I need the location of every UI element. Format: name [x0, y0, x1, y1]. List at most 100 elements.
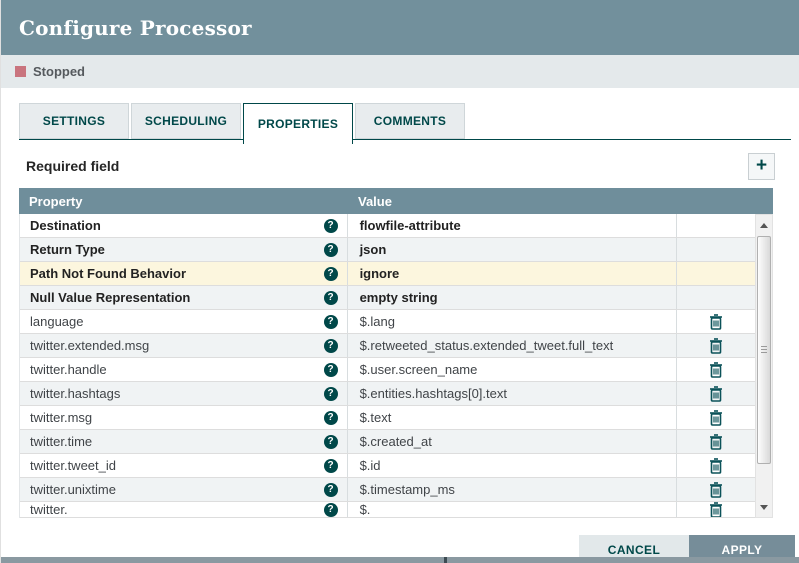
add-property-button[interactable]: +: [748, 152, 775, 180]
property-cell: twitter.hashtags ?: [20, 382, 347, 405]
property-cell-label: twitter.unixtime: [30, 482, 116, 497]
delete-row-button[interactable]: [709, 409, 723, 426]
help-icon[interactable]: ?: [323, 482, 338, 497]
background-page-edge: [1, 557, 799, 563]
value-cell[interactable]: $.timestamp_ms: [346, 478, 677, 501]
value-cell[interactable]: $.id: [346, 454, 677, 477]
dialog-titlebar: Configure Processor: [1, 0, 799, 55]
value-cell[interactable]: empty string: [346, 286, 677, 309]
delete-row-button[interactable]: [709, 385, 723, 402]
table-row: twitter.extended.msg ? $.retweeted_statu…: [20, 334, 755, 358]
property-cell-label: twitter.tweet_id: [30, 458, 116, 473]
value-cell-label: $.created_at: [359, 434, 432, 449]
help-icon[interactable]: ?: [323, 386, 338, 401]
row-action-cell: [676, 310, 755, 333]
value-cell-label: empty string: [359, 290, 438, 305]
tab-properties[interactable]: PROPERTIES: [243, 103, 353, 144]
help-icon[interactable]: ?: [323, 434, 338, 449]
table-body: Destination ? flowfile-attribute Return …: [19, 214, 773, 518]
row-action-cell: [676, 430, 755, 453]
value-cell-label: $.timestamp_ms: [359, 482, 455, 497]
row-action-cell: [676, 502, 755, 517]
scrollbar-thumb[interactable]: [757, 236, 771, 464]
value-cell[interactable]: $.: [346, 502, 677, 517]
value-cell-label: json: [359, 242, 387, 257]
value-cell[interactable]: $.entities.hashtags[0].text: [346, 382, 677, 405]
property-cell: twitter.time ?: [20, 430, 347, 453]
dialog-title: Configure Processor: [19, 15, 252, 40]
table-row: twitter.unixtime ? $.timestamp_ms: [20, 478, 755, 502]
row-action-cell: [676, 286, 755, 309]
delete-row-button[interactable]: [709, 313, 723, 330]
table-row: language ? $.lang: [20, 310, 755, 334]
property-cell-label: language: [30, 314, 84, 329]
stopped-status-icon: [15, 66, 26, 77]
statusbar: Stopped: [1, 55, 799, 88]
value-cell[interactable]: ignore: [346, 262, 677, 285]
property-cell-label: twitter.: [30, 502, 68, 517]
table-row: twitter.tweet_id ? $.id: [20, 454, 755, 478]
tab-scheduling[interactable]: SCHEDULING: [131, 103, 241, 139]
property-cell: Return Type ?: [20, 238, 347, 261]
table-row: twitter.msg ? $.text: [20, 406, 755, 430]
value-cell[interactable]: $.lang: [346, 310, 677, 333]
value-cell[interactable]: json: [346, 238, 677, 261]
tab-label: SETTINGS: [42, 114, 106, 128]
tab-label: PROPERTIES: [257, 117, 339, 131]
value-cell-label: $.text: [359, 410, 392, 425]
help-icon[interactable]: ?: [323, 290, 338, 305]
help-icon[interactable]: ?: [323, 502, 338, 517]
help-icon[interactable]: ?: [323, 338, 338, 353]
help-icon[interactable]: ?: [323, 218, 338, 233]
row-action-cell: [676, 382, 755, 405]
delete-row-button[interactable]: [709, 457, 723, 474]
help-icon[interactable]: ?: [323, 410, 338, 425]
delete-row-button[interactable]: [709, 361, 723, 378]
row-action-cell: [676, 454, 755, 477]
row-action-cell: [676, 478, 755, 501]
value-cell[interactable]: $.created_at: [346, 430, 677, 453]
triangle-down-icon: [760, 504, 768, 510]
property-cell-label: twitter.time: [30, 434, 93, 449]
property-cell: Destination ?: [20, 214, 347, 237]
help-icon[interactable]: ?: [323, 314, 338, 329]
row-action-cell: [676, 406, 755, 429]
value-cell-label: $.user.screen_name: [359, 362, 478, 377]
value-cell[interactable]: $.retweeted_status.extended_tweet.full_t…: [346, 334, 677, 357]
table-header: Property Value: [19, 188, 773, 214]
properties-toolbar: Required field +: [26, 152, 775, 180]
table-scrollbar[interactable]: [755, 214, 773, 518]
table-row: twitter.time ? $.created_at: [20, 430, 755, 454]
table-row: Path Not Found Behavior ? ignore: [20, 262, 755, 286]
value-cell[interactable]: flowfile-attribute: [346, 214, 677, 237]
scrollbar-down-arrow[interactable]: [756, 499, 772, 515]
value-cell-label: $.entities.hashtags[0].text: [359, 386, 507, 401]
delete-row-button[interactable]: [709, 481, 723, 498]
table-body-rows: Destination ? flowfile-attribute Return …: [19, 214, 755, 518]
row-action-cell: [676, 262, 755, 285]
help-icon[interactable]: ?: [323, 242, 338, 257]
delete-row-button[interactable]: [709, 502, 723, 517]
property-cell: twitter.unixtime ?: [20, 478, 347, 501]
help-icon[interactable]: ?: [323, 266, 338, 281]
value-cell-label: $.: [359, 502, 371, 517]
properties-table: Property Value Destination ? flowfile-at…: [19, 188, 773, 518]
scrollbar-up-arrow[interactable]: [756, 217, 772, 233]
column-header-property: Property: [29, 193, 83, 209]
property-cell: twitter. ?: [20, 502, 347, 517]
status-label: Stopped: [33, 64, 85, 79]
triangle-up-icon: [760, 222, 768, 228]
help-icon[interactable]: ?: [323, 362, 338, 377]
value-cell[interactable]: $.user.screen_name: [346, 358, 677, 381]
table-row: twitter.handle ? $.user.screen_name: [20, 358, 755, 382]
property-cell-label: twitter.extended.msg: [30, 338, 150, 353]
delete-row-button[interactable]: [709, 433, 723, 450]
help-icon[interactable]: ?: [323, 458, 338, 473]
delete-row-button[interactable]: [709, 337, 723, 354]
tab-settings[interactable]: SETTINGS: [19, 103, 129, 139]
value-cell[interactable]: $.text: [346, 406, 677, 429]
tab-comments[interactable]: COMMENTS: [355, 103, 465, 139]
scrollbar-grip-icon: [761, 346, 767, 354]
table-row: Null Value Representation ? empty string: [20, 286, 755, 310]
